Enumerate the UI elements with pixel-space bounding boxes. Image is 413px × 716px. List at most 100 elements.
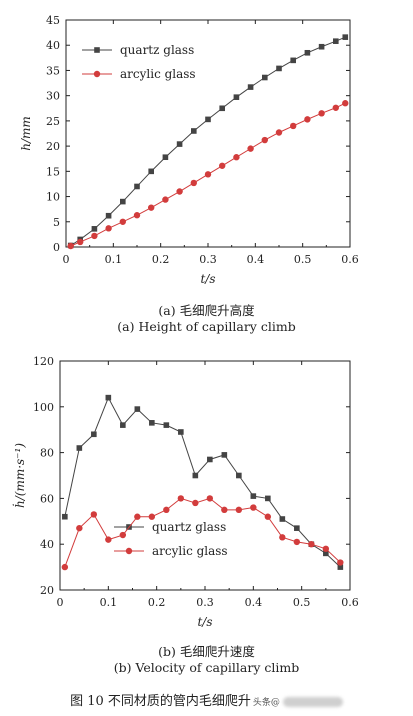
- caption-a-chinese: (a) 毛细爬升高度: [158, 303, 255, 318]
- data-point: [77, 238, 84, 246]
- data-point: [76, 445, 83, 451]
- caption-b-english: (b) Velocity of capillary climb: [113, 660, 300, 675]
- data-point: [163, 422, 170, 428]
- data-point: [276, 65, 282, 72]
- data-point: [91, 431, 97, 438]
- legend-marker: [94, 47, 100, 53]
- data-point: [294, 525, 300, 531]
- x-axis-title: t/s: [197, 615, 212, 629]
- data-point: [190, 179, 197, 187]
- y-axis-title: ḣ/(mm·s⁻¹): [11, 443, 27, 508]
- data-point: [177, 495, 185, 502]
- y-tick-label: 40: [40, 538, 54, 551]
- y-tick-label: 100: [33, 401, 54, 414]
- x-tick-label: 0: [57, 596, 64, 609]
- data-point: [119, 531, 127, 539]
- data-point: [62, 513, 68, 520]
- caption-b-chinese: (b) 毛细爬升速度: [158, 644, 255, 659]
- data-point: [176, 188, 183, 195]
- data-point: [133, 212, 141, 219]
- data-point: [192, 472, 199, 479]
- data-point: [120, 198, 126, 205]
- y-tick-label: 45: [46, 14, 60, 27]
- data-point: [90, 511, 98, 518]
- data-point: [308, 541, 315, 548]
- data-point: [333, 38, 339, 44]
- x-tick-label: 0.2: [152, 253, 170, 266]
- data-point: [120, 422, 126, 428]
- data-point: [304, 49, 311, 56]
- watermark-blur: [282, 696, 343, 707]
- data-point: [250, 493, 257, 499]
- data-point: [119, 218, 127, 225]
- data-point: [235, 506, 243, 514]
- y-tick-label: 5: [53, 216, 60, 229]
- series-arcylic-glass: [61, 495, 344, 571]
- series-quartz-glass: [62, 394, 344, 570]
- series-line: [70, 36, 346, 246]
- legend-label: arcylic glass: [120, 67, 196, 81]
- y-tick-label: 120: [33, 355, 54, 368]
- data-point: [105, 394, 112, 401]
- y-tick-label: 40: [46, 39, 60, 52]
- data-point: [204, 171, 212, 178]
- data-point: [342, 34, 349, 40]
- data-point: [148, 513, 156, 520]
- data-point: [293, 538, 301, 546]
- y-tick-label: 10: [46, 191, 60, 204]
- data-point: [262, 74, 268, 81]
- data-point: [207, 456, 213, 463]
- data-point: [279, 534, 286, 541]
- data-point: [176, 141, 183, 147]
- x-tick-label: 0.1: [105, 253, 123, 266]
- x-tick-label: 0.3: [196, 596, 214, 609]
- data-point: [134, 513, 141, 520]
- chart-velocity: 0 0.1 0.2 0.3 0.4 0.5 0.6 20 40 60 80 100 120 t/s ḣ/(m…: [11, 355, 359, 629]
- data-point: [148, 168, 154, 175]
- data-point: [236, 472, 242, 479]
- data-point: [219, 162, 226, 169]
- x-tick-label: 0.4: [245, 596, 263, 609]
- y-tick-label: 30: [46, 90, 60, 103]
- data-point: [322, 545, 330, 552]
- figure-caption-text: 图 10 不同材质的管内毛细爬升: [70, 694, 251, 709]
- data-point: [337, 564, 344, 570]
- caption-a-english: (a) Height of capillary climb: [117, 319, 296, 334]
- data-point: [148, 204, 155, 211]
- data-point: [323, 550, 329, 557]
- data-point: [318, 43, 325, 50]
- data-point: [250, 504, 257, 511]
- data-point: [105, 212, 112, 219]
- data-point: [233, 154, 240, 161]
- y-tick-label: 15: [46, 165, 60, 178]
- data-point: [337, 559, 344, 566]
- data-point: [134, 183, 140, 190]
- x-tick-label: 0.3: [199, 253, 217, 266]
- data-point: [67, 242, 74, 250]
- y-tick-label: 20: [40, 584, 54, 597]
- data-point: [61, 563, 69, 571]
- data-point: [264, 513, 272, 520]
- data-point: [105, 225, 112, 232]
- data-point: [221, 506, 228, 514]
- series-arcylic-glass: [67, 100, 349, 250]
- data-point: [247, 84, 254, 90]
- y-tick-label: 60: [40, 492, 54, 505]
- data-point: [265, 495, 271, 502]
- series-quartz-glass: [67, 34, 349, 249]
- data-point: [261, 136, 268, 144]
- data-point: [163, 506, 170, 514]
- data-point: [318, 110, 325, 117]
- data-point: [342, 100, 349, 107]
- data-point: [332, 104, 339, 111]
- watermark-text: 头条@: [252, 698, 280, 708]
- y-tick-label: 0: [53, 241, 60, 254]
- chart-height: 0 0.1 0.2 0.3 0.4 0.5 0.6 0 5 10 15 20 25 30 35 40 45 t/s…: [19, 14, 359, 286]
- data-point: [76, 524, 83, 532]
- data-point: [206, 495, 214, 502]
- y-tick-label: 25: [46, 115, 60, 128]
- data-point: [162, 154, 169, 161]
- data-point: [275, 129, 283, 136]
- y-axis-title: h/mm: [19, 116, 33, 151]
- x-tick-label: 0: [63, 253, 70, 266]
